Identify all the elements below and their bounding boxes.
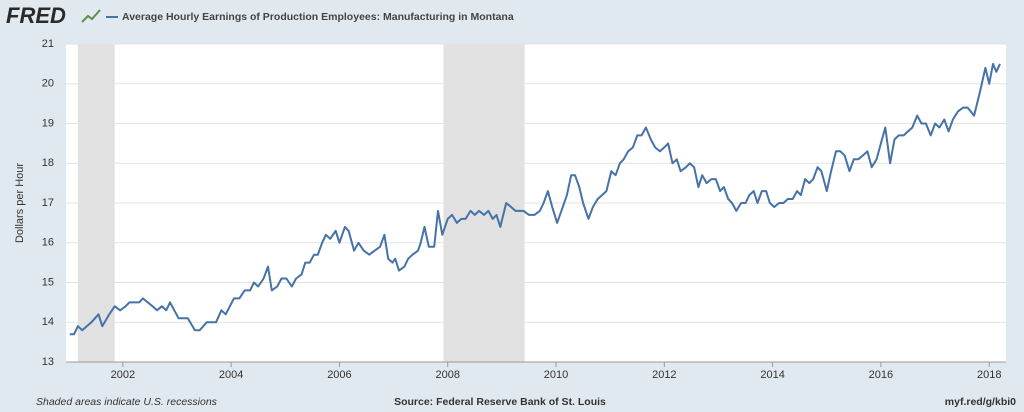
y-tick-label: 19: [42, 117, 54, 129]
source: Source: Federal Reserve Bank of St. Loui…: [394, 396, 606, 408]
legend-label: Average Hourly Earnings of Production Em…: [122, 11, 514, 23]
x-tick-label: 2014: [760, 369, 784, 381]
y-axis-label: Dollars per Hour: [14, 163, 26, 243]
logo-icon: [81, 9, 101, 23]
y-tick-label: 20: [42, 78, 54, 90]
y-tick-label: 17: [42, 197, 54, 209]
x-tick-label: 2006: [327, 369, 351, 381]
x-tick-label: 2002: [111, 369, 135, 381]
y-tick-label: 13: [42, 356, 54, 368]
x-tick-label: 2010: [544, 369, 568, 381]
url: myf.red/g/kbi0: [945, 396, 1016, 408]
y-tick-label: 14: [42, 316, 54, 328]
y-tick-label: 15: [42, 276, 54, 288]
data-line: [69, 62, 1001, 336]
y-tick-label: 21: [42, 38, 54, 50]
note: Shaded areas indicate U.S. recessions: [36, 396, 218, 408]
x-tick-label: 2004: [219, 369, 243, 381]
y-tick-label: 16: [42, 237, 54, 249]
x-tick-label: 2012: [652, 369, 676, 381]
x-tick-label: 2016: [869, 369, 893, 381]
x-tick-label: 2008: [435, 369, 459, 381]
logo: FRED: [6, 3, 66, 28]
y-tick-label: 18: [42, 157, 54, 169]
x-tick-label: 2018: [977, 369, 1001, 381]
